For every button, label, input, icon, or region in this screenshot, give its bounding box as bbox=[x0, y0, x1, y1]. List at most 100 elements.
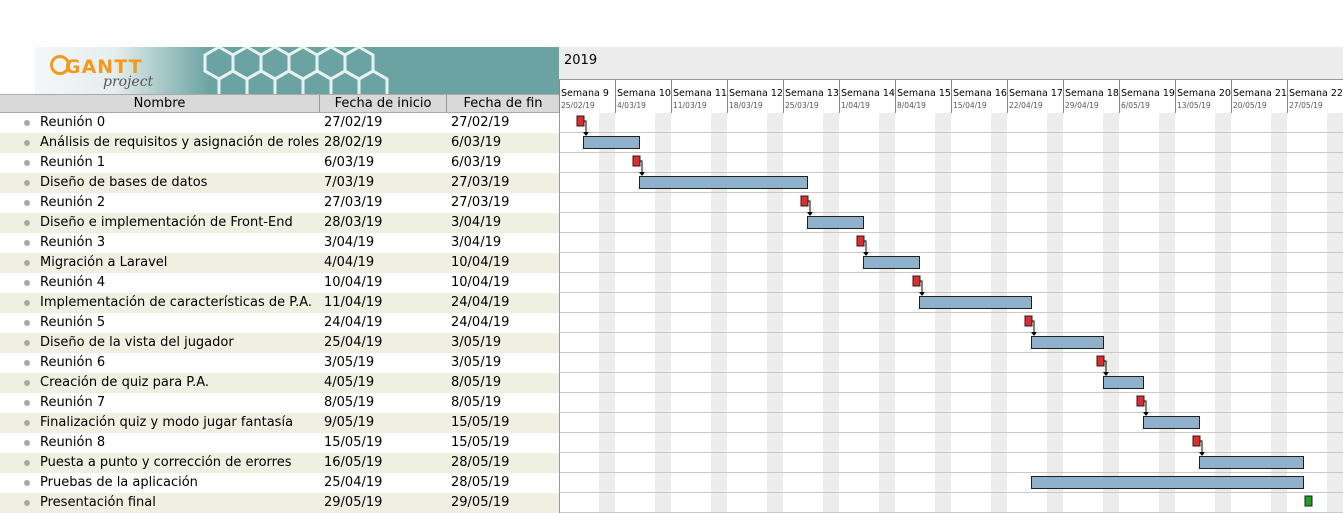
arrowhead-icon bbox=[583, 132, 589, 136]
task-name: Reunión 5 bbox=[40, 315, 106, 330]
task-end-date: 10/04/19 bbox=[451, 275, 510, 290]
task-name: Migración a Laravel bbox=[40, 255, 168, 270]
bullet-icon bbox=[24, 440, 30, 446]
bullet-icon bbox=[24, 260, 30, 266]
arrowhead-icon bbox=[1199, 452, 1205, 456]
week-label: Semana 22 bbox=[1289, 88, 1343, 99]
arrowhead-icon bbox=[639, 172, 645, 176]
bullet-icon bbox=[24, 200, 30, 206]
task-row[interactable]: Reunión 3 3/04/19 3/04/19 bbox=[0, 233, 559, 253]
timeline-weeks: Semana 9 25/02/19 Semana 10 4/03/19 Semana 1… bbox=[559, 80, 1343, 113]
task-start-date: 6/03/19 bbox=[324, 155, 375, 170]
week-date: 22/04/19 bbox=[1009, 101, 1043, 110]
bullet-icon bbox=[24, 300, 30, 306]
milestone-marker[interactable] bbox=[576, 115, 585, 127]
milestone-marker[interactable] bbox=[912, 275, 921, 287]
task-end-date: 24/04/19 bbox=[451, 295, 510, 310]
column-header-start[interactable]: Fecha de inicio bbox=[320, 95, 447, 112]
task-row[interactable]: Reunión 2 27/03/19 27/03/19 bbox=[0, 193, 559, 213]
task-bar[interactable] bbox=[1031, 476, 1304, 489]
bullet-icon bbox=[24, 120, 30, 126]
task-bar[interactable] bbox=[807, 216, 864, 229]
task-row[interactable]: Finalización quiz y modo jugar fantasía 9… bbox=[0, 413, 559, 433]
task-row[interactable]: Migración a Laravel 4/04/19 10/04/19 bbox=[0, 253, 559, 273]
task-row[interactable]: Puesta a punto y corrección de erorres 16… bbox=[0, 453, 559, 473]
task-row[interactable]: Reunión 7 8/05/19 8/05/19 bbox=[0, 393, 559, 413]
task-bar[interactable] bbox=[1031, 336, 1104, 349]
logo-gantt-text: GANTT bbox=[65, 56, 143, 78]
task-bar[interactable] bbox=[919, 296, 1032, 309]
task-row[interactable]: Análisis de requisitos y asignación de r… bbox=[0, 133, 559, 153]
task-row[interactable]: Reunión 8 15/05/19 15/05/19 bbox=[0, 433, 559, 453]
bullet-icon bbox=[24, 160, 30, 166]
task-row[interactable]: Diseño de bases de datos 7/03/19 27/03/19 bbox=[0, 173, 559, 193]
task-row[interactable]: Diseño e implementación de Front-End 28/0… bbox=[0, 213, 559, 233]
milestone-marker[interactable] bbox=[1192, 435, 1201, 447]
dependency-arrow bbox=[808, 200, 811, 215]
week-label: Semana 20 bbox=[1177, 88, 1231, 99]
task-table-header: Nombre Fecha de inicio Fecha de fin bbox=[0, 94, 559, 113]
bullet-icon bbox=[24, 380, 30, 386]
task-end-date: 6/03/19 bbox=[451, 135, 502, 150]
bullet-icon bbox=[24, 460, 30, 466]
week-date: 25/03/19 bbox=[785, 101, 819, 110]
task-start-date: 25/04/19 bbox=[324, 475, 383, 490]
task-row[interactable]: Implementación de características de P.A… bbox=[0, 293, 559, 313]
task-name: Finalización quiz y modo jugar fantasía bbox=[40, 415, 294, 430]
task-bar[interactable] bbox=[583, 136, 640, 149]
task-row[interactable]: Reunión 1 6/03/19 6/03/19 bbox=[0, 153, 559, 173]
arrowhead-icon bbox=[919, 292, 925, 296]
task-end-date: 3/05/19 bbox=[451, 335, 502, 350]
task-row[interactable]: Reunión 6 3/05/19 3/05/19 bbox=[0, 353, 559, 373]
task-end-date: 15/05/19 bbox=[451, 415, 510, 430]
milestone-marker[interactable] bbox=[1096, 355, 1105, 367]
column-header-end[interactable]: Fecha de fin bbox=[463, 96, 543, 111]
week-date: 27/05/19 bbox=[1289, 101, 1323, 110]
milestone-marker[interactable] bbox=[1024, 315, 1033, 327]
task-bar[interactable] bbox=[1143, 416, 1200, 429]
task-name: Diseño de la vista del jugador bbox=[40, 335, 234, 350]
week-label: Semana 17 bbox=[1009, 88, 1063, 99]
task-row[interactable]: Reunión 0 27/02/19 27/02/19 bbox=[0, 113, 559, 133]
milestone-marker[interactable] bbox=[800, 195, 809, 207]
task-row[interactable]: Creación de quiz para P.A. 4/05/19 8/05/19 bbox=[0, 373, 559, 393]
task-end-date: 29/05/19 bbox=[451, 495, 510, 510]
task-row[interactable]: Presentación final 29/05/19 29/05/19 bbox=[0, 493, 559, 513]
task-start-date: 25/04/19 bbox=[324, 335, 383, 350]
task-start-date: 24/04/19 bbox=[324, 315, 383, 330]
final-milestone[interactable] bbox=[1304, 495, 1313, 507]
task-end-date: 28/05/19 bbox=[451, 475, 510, 490]
logo-project-text: project bbox=[103, 74, 154, 90]
dependency-arrow bbox=[1032, 320, 1035, 335]
task-bar[interactable] bbox=[863, 256, 920, 269]
task-row[interactable]: Pruebas de la aplicación 25/04/19 28/05/19 bbox=[0, 473, 559, 493]
bullet-icon bbox=[24, 140, 30, 146]
milestone-marker[interactable] bbox=[632, 155, 641, 167]
week-date: 1/04/19 bbox=[841, 101, 870, 110]
bullet-icon bbox=[24, 360, 30, 366]
app-logo-banner bbox=[35, 47, 559, 94]
milestone-marker[interactable] bbox=[856, 235, 865, 247]
arrowhead-icon bbox=[1031, 332, 1037, 336]
gantt-chart[interactable] bbox=[559, 113, 1343, 513]
task-end-date: 3/04/19 bbox=[451, 215, 502, 230]
bullet-icon bbox=[24, 320, 30, 326]
task-end-date: 27/03/19 bbox=[451, 195, 510, 210]
milestone-marker[interactable] bbox=[1136, 395, 1145, 407]
task-bar[interactable] bbox=[1199, 456, 1304, 469]
column-header-name[interactable]: Nombre bbox=[0, 95, 320, 112]
week-label: Semana 12 bbox=[729, 88, 783, 99]
bullet-icon bbox=[24, 500, 30, 506]
timeline-year: 2019 bbox=[564, 53, 598, 68]
task-bar[interactable] bbox=[1103, 376, 1144, 389]
task-row[interactable]: Reunión 5 24/04/19 24/04/19 bbox=[0, 313, 559, 333]
task-row[interactable]: Diseño de la vista del jugador 25/04/19 3/… bbox=[0, 333, 559, 353]
task-name: Reunión 8 bbox=[40, 435, 106, 450]
dependency-arrow bbox=[640, 160, 643, 175]
task-bar[interactable] bbox=[639, 176, 808, 189]
bullet-icon bbox=[24, 240, 30, 246]
task-start-date: 8/05/19 bbox=[324, 395, 375, 410]
task-name: Creación de quiz para P.A. bbox=[40, 375, 210, 390]
task-start-date: 9/05/19 bbox=[324, 415, 375, 430]
task-row[interactable]: Reunión 4 10/04/19 10/04/19 bbox=[0, 273, 559, 293]
